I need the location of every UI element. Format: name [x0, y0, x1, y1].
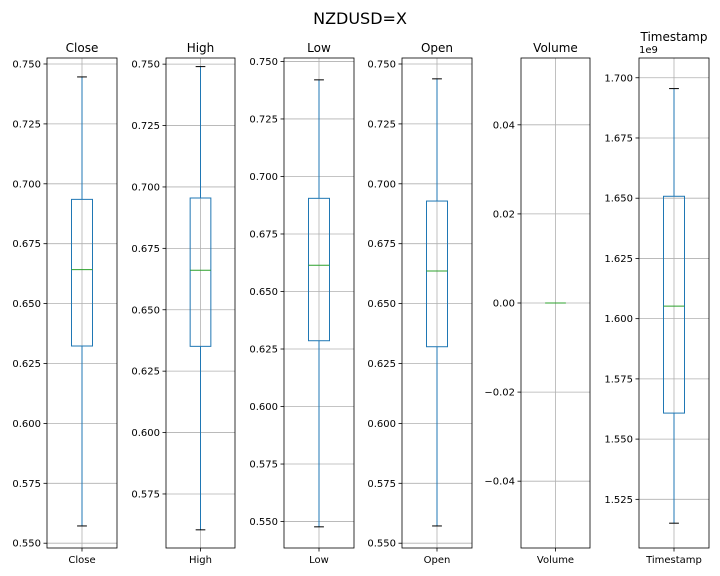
y-tick-label: 0.04	[493, 120, 515, 131]
y-tick-label: 0.575	[12, 479, 41, 490]
x-tick-label: High	[189, 555, 212, 566]
y-tick-label: 0.600	[249, 402, 278, 413]
panels: 0.550 0.575 0.600 0.625 0.650 0.675 0.700 0.725…	[12, 30, 710, 566]
y-tick-label: 0.750	[12, 59, 41, 70]
figure-title: NZDUSD=X	[313, 9, 407, 28]
box-iqr	[71, 198, 93, 347]
y-tick-label: 0.625	[249, 345, 278, 356]
y-tick-label: 0.750	[367, 59, 396, 70]
subplot-title: Timestamp	[640, 30, 708, 44]
subplot-title: High	[187, 41, 215, 55]
x-tick-label: Close	[68, 555, 95, 566]
panel-high: 0.575 0.600 0.625 0.650 0.675 0.700 0.725 0.750…	[131, 41, 236, 566]
y-tick-label: 0.600	[367, 419, 396, 430]
y-tick-label: 0.550	[249, 517, 278, 528]
subplot-title: Open	[421, 41, 453, 55]
y-tick-label: 0.575	[131, 489, 160, 500]
y-tick-label: 1.525	[604, 495, 633, 506]
panel-timestamp: 1.525 1.550 1.575 1.600 1.625 1.650 1.675 1.700…	[604, 30, 710, 566]
y-tick-label: 0.650	[12, 299, 41, 310]
y-tick-label: 0.600	[12, 419, 41, 430]
box-iqr	[189, 197, 212, 347]
y-tick-label: 0.625	[131, 367, 160, 378]
x-tick-label: Low	[309, 555, 329, 566]
box-iqr	[663, 195, 685, 414]
x-tick-label: Volume	[537, 555, 574, 566]
y-tick-label: 0.725	[249, 114, 278, 125]
y-tick-label: −0.02	[484, 388, 515, 399]
subplot-title: Low	[307, 41, 331, 55]
y-tick-label: 0.725	[12, 119, 41, 130]
y-tick-label: 0.750	[131, 60, 160, 71]
y-tick-label: 0.02	[493, 209, 515, 220]
y-tick-label: 0.00	[493, 299, 515, 310]
y-tick-label: 0.725	[131, 121, 160, 132]
y-tick-label: 0.650	[249, 287, 278, 298]
y-tick-label: 0.600	[131, 428, 160, 439]
y-tick-label: 0.675	[12, 239, 41, 250]
y-tick-label: 0.725	[367, 119, 396, 130]
subplot-title: Volume	[533, 41, 578, 55]
box-iqr	[308, 197, 330, 342]
y-tick-label: 0.700	[131, 182, 160, 193]
y-tick-label: 0.625	[367, 359, 396, 370]
panel-open: 0.550 0.575 0.600 0.625 0.650 0.675 0.700 0.725…	[367, 41, 473, 566]
y-tick-label: −0.04	[484, 477, 515, 488]
y-tick-label: 1.600	[604, 314, 633, 325]
y-tick-label: 0.675	[367, 239, 396, 250]
panel-low: 0.550 0.575 0.600 0.625 0.650 0.675 0.700 0.725…	[249, 41, 355, 566]
y-tick-label: 0.700	[367, 179, 396, 190]
panel-volume: −0.04 −0.02 0.00 0.02 0.04 Volume Volume	[484, 41, 591, 566]
box-iqr	[426, 200, 448, 348]
x-tick-label: Open	[424, 555, 451, 566]
x-tick-label: Timestamp	[645, 555, 702, 566]
y-tick-label: 0.550	[367, 539, 396, 550]
y-tick-label: 1.625	[604, 254, 633, 265]
y-tick-label: 1.550	[604, 435, 633, 446]
panel-close: 0.550 0.575 0.600 0.625 0.650 0.675 0.700 0.725…	[12, 41, 118, 566]
y-tick-label: 0.675	[131, 244, 160, 255]
y-tick-label: 0.700	[12, 179, 41, 190]
y-tick-label: 0.650	[131, 305, 160, 316]
y-tick-label: 0.750	[249, 57, 278, 68]
y-tick-label: 1.700	[604, 73, 633, 84]
y-tick-label: 0.650	[367, 299, 396, 310]
y-tick-label: 1.575	[604, 374, 633, 385]
subplot-title: Close	[66, 41, 99, 55]
y-tick-label: 0.575	[249, 460, 278, 471]
y-tick-label: 0.675	[249, 229, 278, 240]
y-tick-label: 1.650	[604, 194, 633, 205]
y-tick-label: 1.675	[604, 133, 633, 144]
y-tick-label: 0.625	[12, 359, 41, 370]
offset-label: 1e9	[639, 45, 658, 56]
y-tick-label: 0.575	[367, 479, 396, 490]
y-tick-label: 0.700	[249, 172, 278, 183]
y-tick-label: 0.550	[12, 539, 41, 550]
